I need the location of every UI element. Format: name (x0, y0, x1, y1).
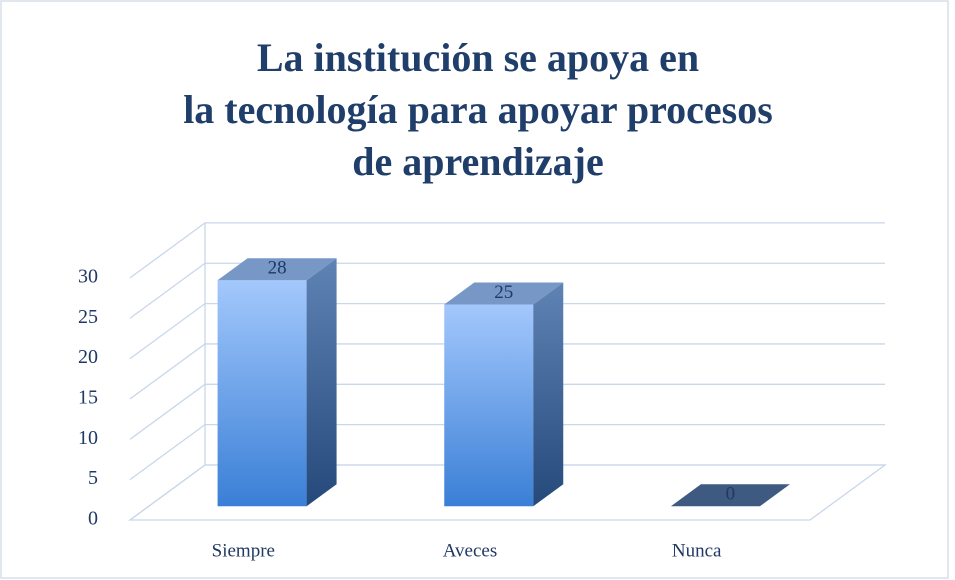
y-tick-label: 15 (78, 387, 98, 409)
bar (670, 484, 790, 507)
chart-title: La institución se apoya en la tecnología … (183, 35, 773, 184)
x-tick-label: Nunca (672, 540, 722, 561)
y-tick-label: 10 (78, 427, 98, 449)
bar-top (444, 282, 564, 305)
bar-top (670, 484, 790, 507)
x-tick-label: Aveces (443, 540, 498, 561)
bar-front (217, 280, 307, 507)
y-tick-label: 0 (88, 508, 98, 530)
y-tick-label: 20 (78, 346, 98, 368)
bar-top (217, 258, 337, 281)
bar (217, 258, 337, 507)
bar-side (306, 258, 337, 507)
y-tick-label: 25 (78, 306, 98, 328)
data-label: 0 (726, 484, 736, 505)
y-tick-label: 5 (88, 467, 98, 489)
data-label: 25 (494, 282, 513, 303)
bar (444, 282, 564, 507)
bar-front (444, 304, 534, 507)
bar-side (533, 282, 564, 507)
floor (128, 464, 887, 521)
y-tick-label: 30 (78, 265, 98, 287)
x-tick-label: Siempre (212, 540, 275, 561)
data-label: 28 (268, 258, 287, 279)
